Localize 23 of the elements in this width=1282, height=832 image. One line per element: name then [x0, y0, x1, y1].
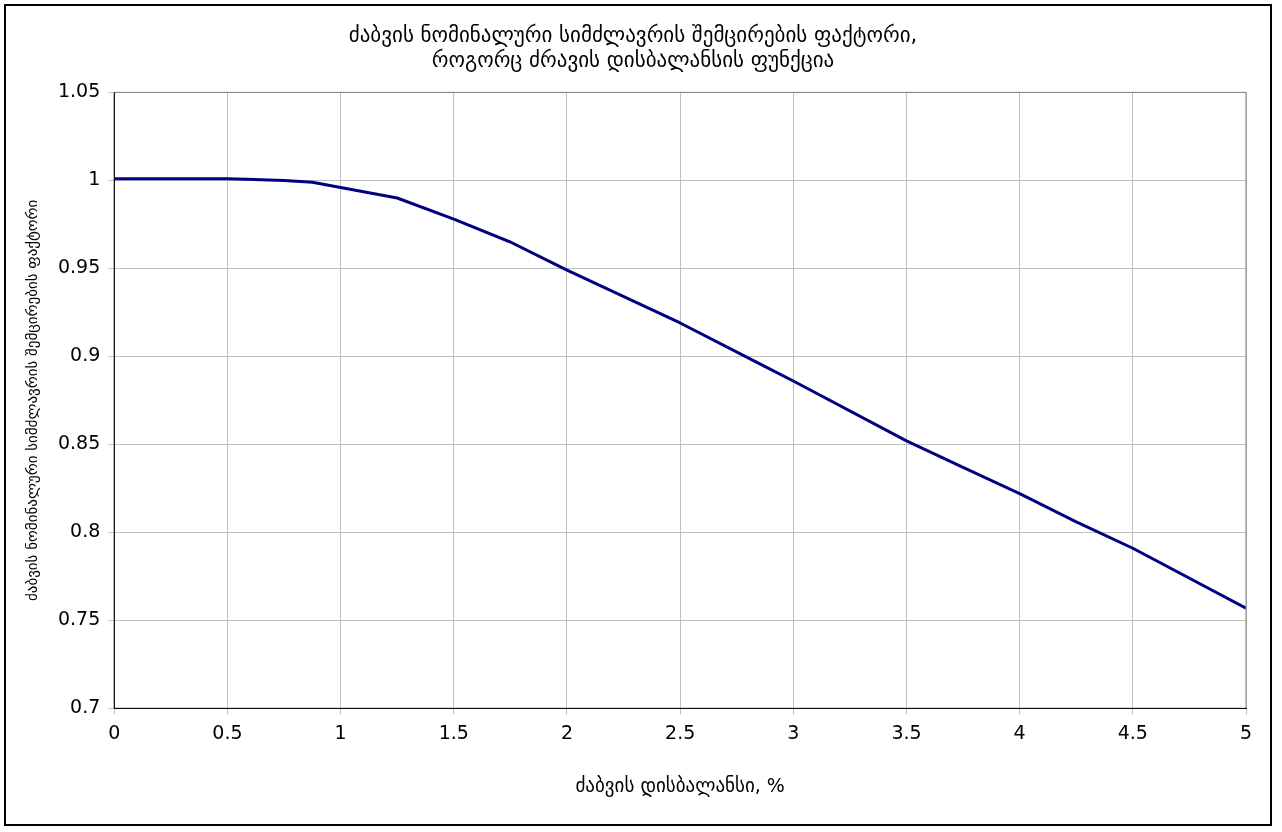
y-tick-label: 0.75: [57, 607, 101, 630]
y-tick-label: 0.8: [70, 519, 101, 542]
y-tick-label: 0.7: [70, 695, 101, 718]
x-tick-label: 4.5: [1117, 720, 1148, 743]
x-tick-label: 5: [1239, 720, 1253, 743]
text: ძაბვის ნომინალური სიმძლავრის შემცირების ფაქტორი,: [348, 23, 918, 48]
y-axis-title: ძაბვის ნომინალური სიმძლავრის შემცირების ფაქტორი: [22, 199, 41, 602]
y-tick-label: 0.95: [57, 255, 101, 278]
y-tick-label: 1.05: [57, 79, 101, 102]
x-tick-label: 1: [334, 720, 347, 743]
x-tick-label: 4: [1013, 720, 1026, 743]
y-tick-label: 0.85: [57, 431, 101, 454]
x-tick-label: 2: [560, 720, 574, 743]
text: როგორც ძრავის დისბალანსის ფუნქცია: [431, 48, 835, 73]
y-tick-label: 0.9: [70, 343, 101, 366]
y-tick-label: 1: [88, 167, 101, 190]
x-tick-label: 0: [108, 720, 121, 743]
x-axis-title: ძაბვის დისბალანსი, %: [575, 773, 785, 797]
x-tick-label: 2.5: [665, 720, 696, 743]
x-tick-label: 3: [787, 720, 800, 743]
x-tick-label: 0.5: [212, 720, 243, 743]
x-tick-label: 1.5: [438, 720, 469, 743]
x-tick-label: 3.5: [891, 720, 922, 743]
